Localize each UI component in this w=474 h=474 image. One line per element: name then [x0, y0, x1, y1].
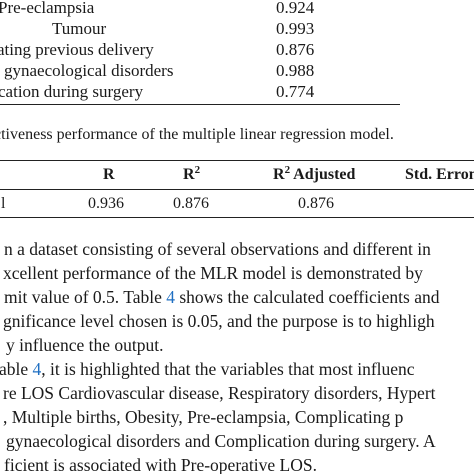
- table3-row-value: 0.993: [276, 19, 315, 38]
- paragraph-line: , Multiple births, Obesity, Pre-eclampsi…: [3, 407, 404, 427]
- table-reference-link[interactable]: 4: [32, 359, 42, 379]
- table4-cell-r2: 0.876: [173, 195, 209, 212]
- table3-bottom-rule: [0, 104, 400, 105]
- paragraph-line: mit value of 0.5. Table 4 shows the calc…: [4, 287, 440, 307]
- table4-header-r2-adjusted: R2 Adjusted: [273, 164, 356, 184]
- paragraph-line: gynaecological disorders and Complicatio…: [6, 431, 436, 451]
- table3-row-value: 0.988: [276, 61, 315, 80]
- table4-header-r2: R2: [183, 164, 201, 184]
- paragraph-line: re LOS Cardiovascular disease, Respirato…: [3, 383, 436, 403]
- table4-mid-rule: [0, 189, 474, 190]
- paragraph-line: y influence the output.: [6, 335, 164, 355]
- table4-top-rule: [0, 160, 474, 161]
- table3-row-value: 0.876: [276, 40, 315, 59]
- table3-row-label: cation during surgery: [0, 82, 144, 101]
- paragraph-line: able 4, it is highlighted that the varia…: [0, 359, 415, 379]
- table-reference-link[interactable]: 4: [166, 287, 175, 307]
- table3-row-value: 0.924: [276, 0, 315, 17]
- table4-row-label: l: [1, 195, 6, 212]
- table4-header-std-error: Std. Erron: [405, 166, 474, 183]
- paragraph-line: n a dataset consisting of several observ…: [4, 239, 431, 259]
- table4-bottom-rule: [0, 217, 474, 218]
- table3-row-label: l gynaecological disorders: [0, 61, 174, 80]
- table3-row-label: ating previous delivery: [0, 40, 154, 59]
- table3-row-value: 0.774: [276, 82, 315, 101]
- table3-row-label: Pre-eclampsia: [0, 0, 95, 17]
- table4-cell-r2-adjusted: 0.876: [298, 195, 334, 212]
- table4-caption: ctiveness performance of the multiple li…: [0, 126, 394, 143]
- paragraph-line: xcellent performance of the MLR model is…: [3, 263, 423, 283]
- paragraph-line: ficient is associated with Pre-operative…: [4, 455, 317, 474]
- table3-row-label: Tumour: [52, 19, 107, 38]
- table4-header-r: R: [103, 166, 115, 183]
- table4-cell-r: 0.936: [88, 195, 124, 212]
- paragraph-line: gnificance level chosen is 0.05, and the…: [3, 311, 435, 331]
